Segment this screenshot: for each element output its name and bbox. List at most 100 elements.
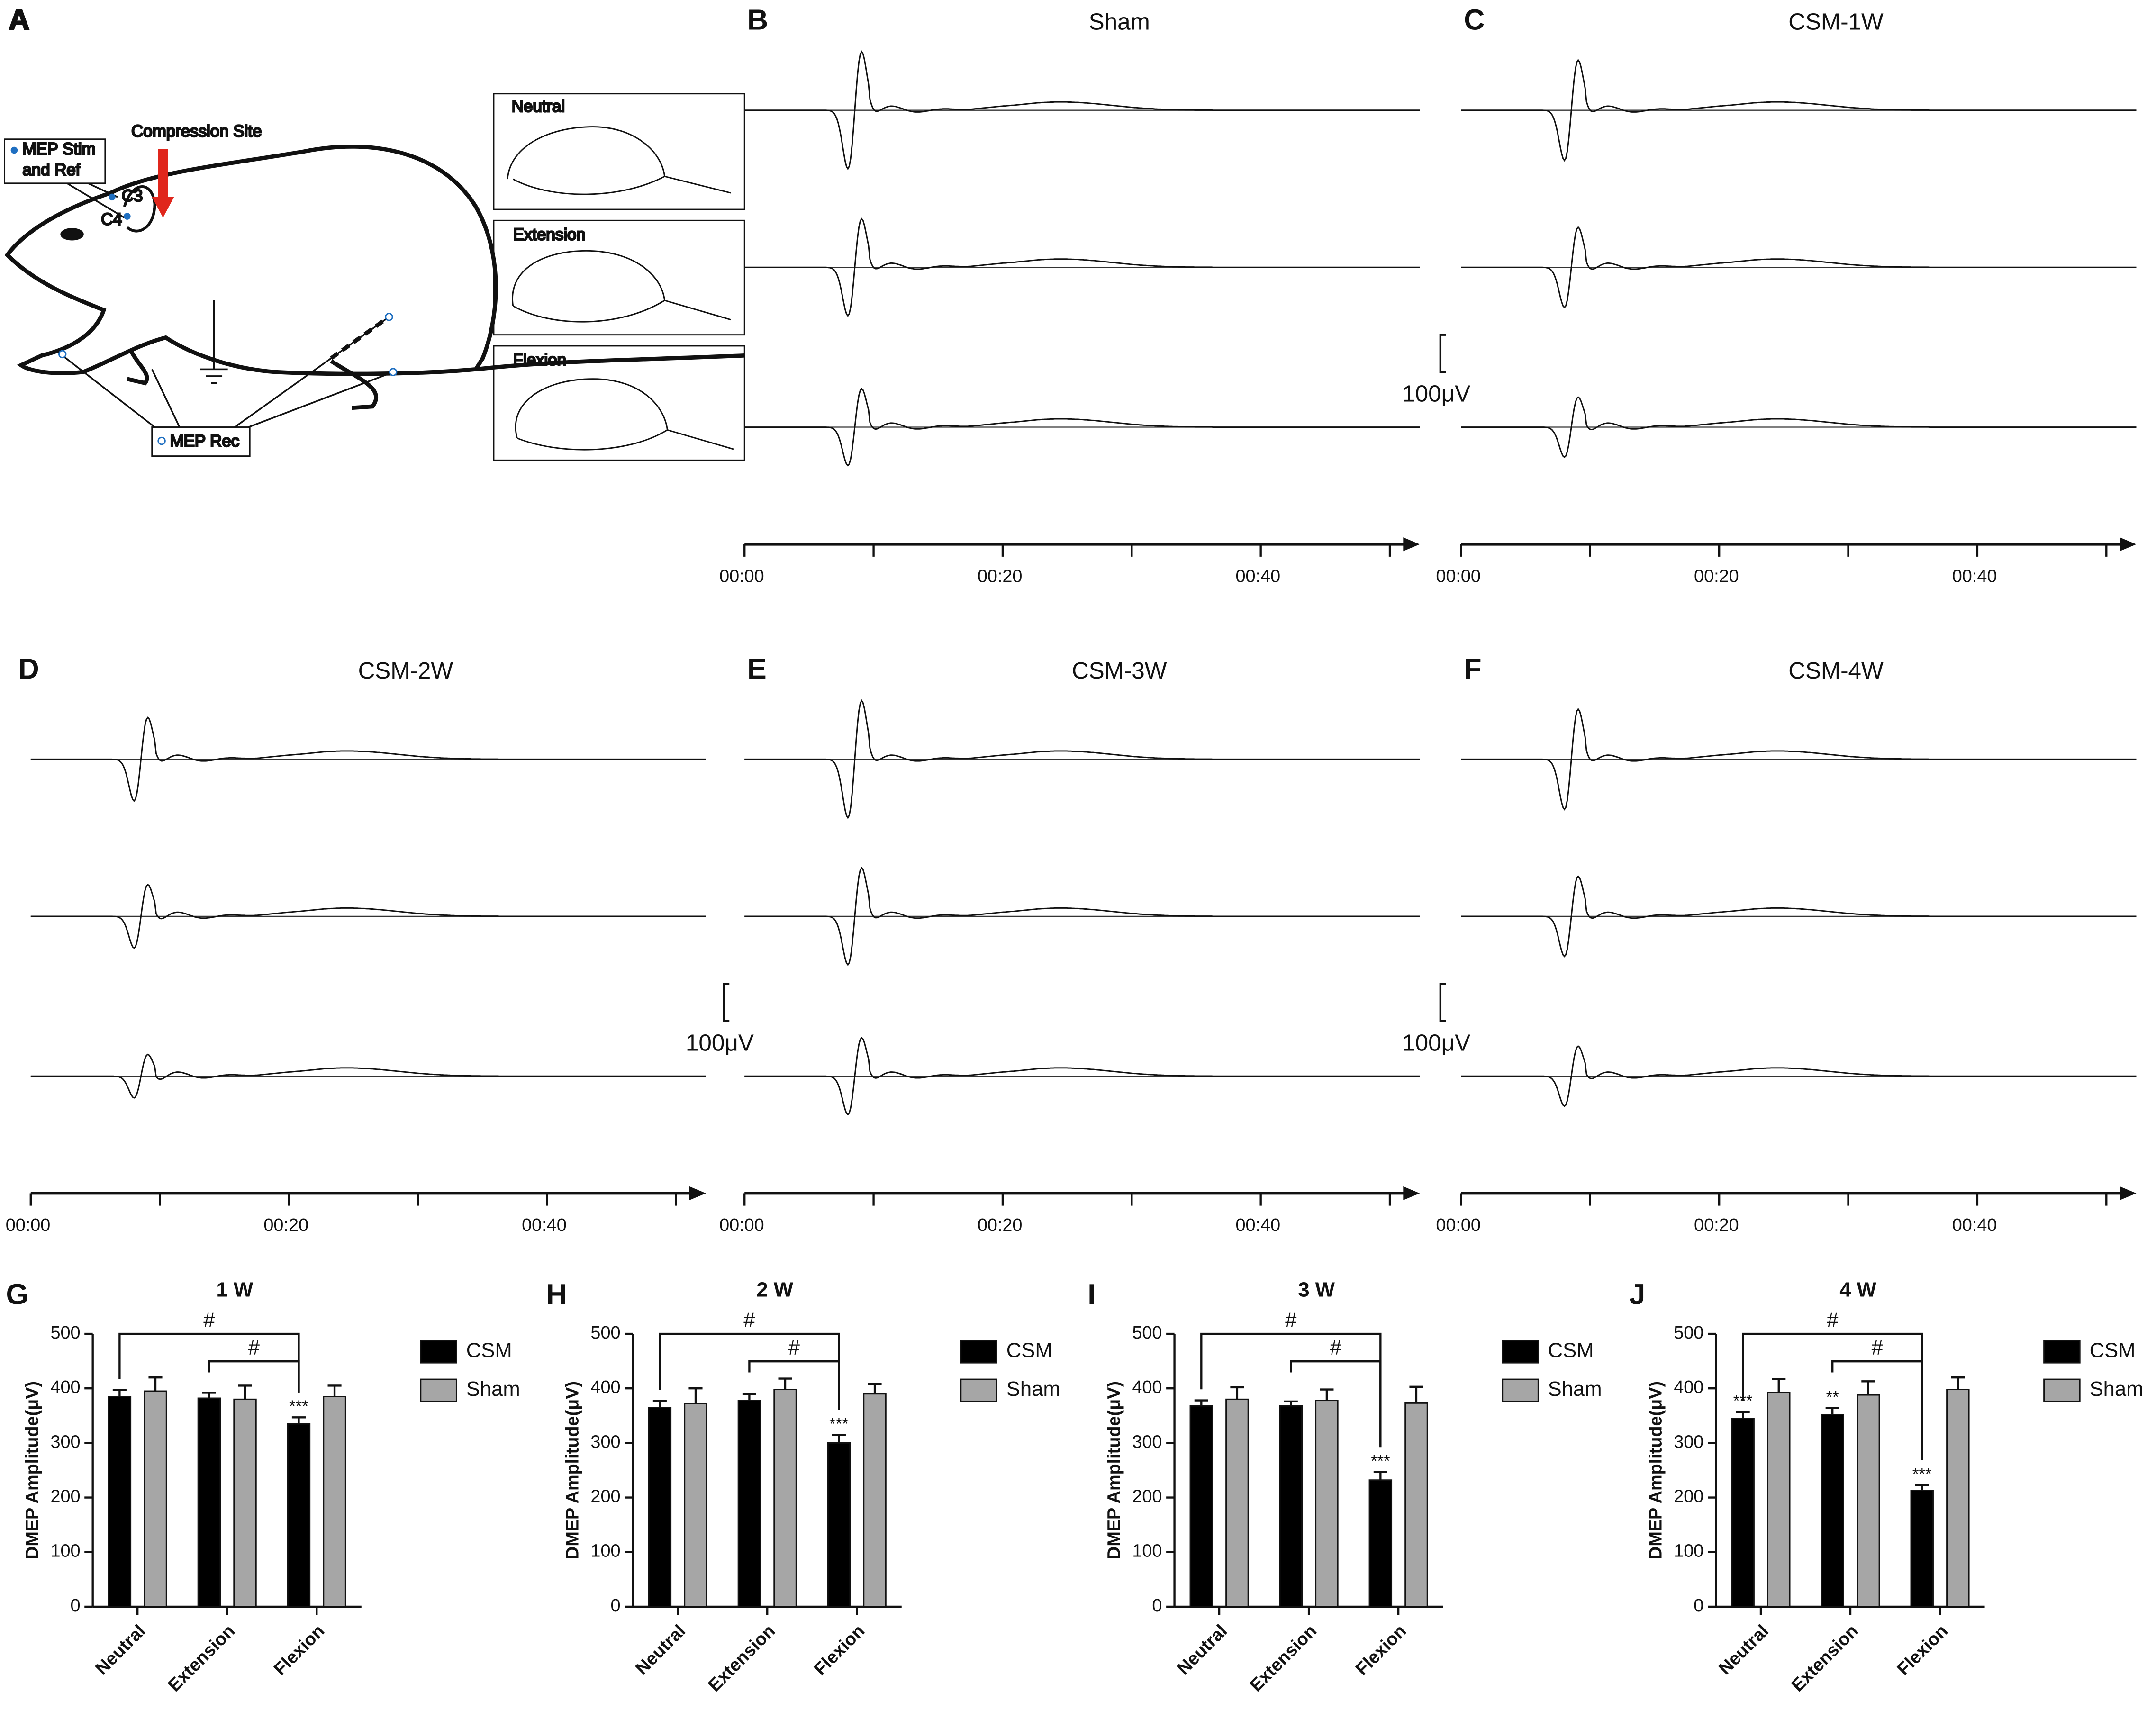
waveform [1461,396,2137,458]
sig-label: *** [1371,1452,1390,1470]
rat-legs [127,350,378,410]
trace-panel: B Sham 00:00 00:20 00:40 [719,4,1420,586]
scale-bar [1439,983,1446,1022]
waveform [744,699,1420,819]
ground-symbol [200,300,228,384]
chart-title: 4 W [1839,1278,1876,1301]
x-tick-label: 00:40 [522,1215,567,1235]
x-tick-label: Extension [1788,1621,1862,1695]
bar [1315,1400,1339,1608]
waveform [744,1036,1420,1116]
electrode-dot [109,193,116,201]
bar [863,1393,887,1608]
bar [773,1389,797,1608]
bar [827,1442,851,1608]
scale-bar-label: 100μV [1402,1030,1470,1056]
bar [197,1397,221,1608]
legend-swatch [960,1340,997,1364]
stim-label: and Ref [22,161,80,179]
y-tick-label: 0 [70,1596,80,1616]
bracket [748,1360,840,1410]
y-axis-label: DMEP Amplitude(μV) [1646,1381,1666,1559]
x-tick-label: Flexion [1352,1621,1410,1679]
waveform [30,1053,706,1099]
bar [684,1403,707,1608]
y-tick-label: 100 [1132,1541,1162,1561]
bar [1946,1389,1970,1608]
rat-hindleg [330,315,390,360]
sig-label: *** [289,1397,308,1416]
x-tick-label: Flexion [810,1621,869,1679]
bracket-label: # [203,1309,215,1331]
panel-label: G [6,1278,28,1311]
chart-title: 3 W [1298,1278,1335,1301]
panel-label: C [1464,4,1485,36]
waveform [30,716,706,802]
panel-a: A MEP Stim and Ref C3 C4 Compression Sit… [4,3,745,461]
y-tick-label: 200 [1132,1487,1162,1507]
bar [287,1423,311,1608]
x-tick-label: 00:40 [1952,1215,1997,1235]
bar [233,1398,257,1608]
y-tick-label: 400 [590,1377,620,1397]
x-tick-label: 00:00 [1436,1215,1481,1235]
legend-label: CSM [1006,1339,1052,1362]
panel-title: CSM-4W [1788,658,1884,684]
panel-label: F [1464,652,1481,685]
rat-eye [60,228,84,241]
panel-label: A [9,4,29,36]
panel-label: E [747,652,767,685]
bar [144,1390,167,1608]
x-tick-label: 00:00 [719,1215,764,1235]
y-axis-label: DMEP Amplitude(μV) [563,1381,583,1559]
panel-label: D [18,652,39,685]
y-tick-label: 100 [1674,1541,1703,1561]
panel-title: CSM-1W [1788,9,1884,35]
waveform [1461,707,2137,811]
panel-label: H [546,1278,567,1311]
x-tick-label: 00:00 [1436,566,1481,586]
posture-label: Extension [513,226,586,244]
x-axis-arrow [2120,1186,2137,1200]
x-tick-label: Neutral [1715,1621,1773,1679]
scale-bar [1439,334,1446,373]
y-tick-label: 100 [50,1541,80,1561]
bar [1279,1405,1303,1608]
waveform [1461,875,2137,958]
y-tick-label: 500 [1674,1323,1703,1343]
waveform [1461,1045,2137,1107]
bar [1225,1398,1249,1608]
scale-bar-label: 100μV [1402,381,1470,407]
posture-label: Neutral [512,97,565,116]
bracket [1831,1360,1923,1460]
bracket [1290,1360,1382,1448]
x-tick-label: Flexion [270,1621,328,1679]
trace-panel: C CSM-1W 00:00 00:20 00:40 100μV [1402,4,2137,586]
bracket-label: # [1827,1309,1839,1331]
scale-bar [723,983,730,1022]
waveform [744,217,1420,317]
waveform [744,867,1420,966]
panel-label: B [747,4,768,36]
x-tick-label: 00:20 [978,566,1023,586]
bracket-label: # [1330,1337,1342,1359]
chart-title: 1 W [216,1278,253,1301]
waveform [744,388,1420,467]
legend-label: Sham [1548,1378,1602,1401]
y-tick-label: 500 [50,1323,80,1343]
legend-swatch [1502,1340,1539,1364]
x-tick-label: 00:20 [1694,1215,1739,1235]
x-tick-label: 00:40 [1236,1215,1281,1235]
y-axis-label: DMEP Amplitude(μV) [23,1381,43,1559]
legend-swatch [2043,1378,2081,1402]
bar [1821,1414,1844,1608]
y-tick-label: 0 [610,1596,620,1616]
legend-label: Sham [2090,1378,2144,1401]
bar [1731,1418,1755,1608]
x-tick-label: Neutral [91,1621,149,1679]
rec-dot [58,350,67,359]
panel-title: Sham [1089,9,1150,35]
x-tick-label: 00:20 [263,1215,308,1235]
bar-panel: G 1 W DMEP Amplitude(μV) 0 100 200 300 400 500 Ne… [6,1278,520,1696]
